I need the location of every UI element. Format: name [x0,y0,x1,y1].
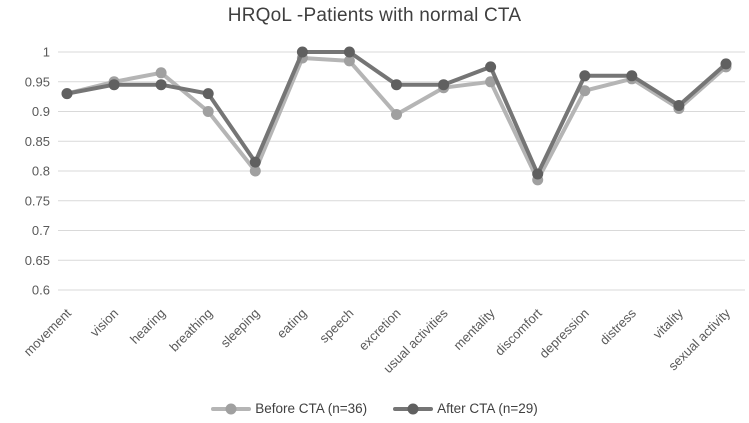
data-point-s0-hearing [155,67,167,79]
y-tick-label-0.7: 0.7 [32,223,50,238]
y-tick-label-0.9: 0.9 [32,104,50,119]
y-tick-label-0.95: 0.95 [25,74,50,89]
data-point-s1-speech [343,46,355,58]
y-tick-label-0.65: 0.65 [25,253,50,268]
x-category-label-excretion: excretion [356,306,404,354]
data-point-s0-sleeping [249,165,261,177]
data-point-s1-vitality [673,100,685,111]
data-point-s1-depression [579,70,591,82]
data-point-s1-excretion [391,79,402,91]
legend-label-before: Before CTA (n=36) [255,401,368,416]
y-tick-label-1: 1 [43,45,50,60]
data-point-s1-discomfort [532,168,544,180]
data-point-s1-breathing [202,88,214,100]
y-tick-label-0.75: 0.75 [25,193,50,208]
x-category-label-vision: vision [87,306,121,340]
data-point-s1-mentality [485,61,497,73]
data-point-s1-usual-activities [438,79,450,91]
x-category-label-depression: depression [536,306,592,362]
chart-legend: Before CTA (n=36) After CTA (n=29) [0,401,749,416]
data-point-s0-depression [579,85,591,97]
x-category-label-sleeping: sleeping [218,306,263,351]
legend-item-before-cta: Before CTA (n=36) [211,401,367,416]
data-point-s1-sexual-activity [720,58,732,70]
chart-title: HRQoL -Patients with normal CTA [227,5,522,26]
data-point-s1-hearing [155,79,167,91]
legend-marker-dot-after [407,403,419,414]
data-point-s0-excretion [391,109,402,120]
data-point-s0-speech [343,55,355,67]
data-point-s1-movement [61,88,73,100]
data-point-s0-mentality [485,76,497,88]
y-tick-label-0.85: 0.85 [25,134,50,149]
data-point-s1-sleeping [249,156,261,168]
x-category-label-distress: distress [597,305,640,348]
data-point-s0-breathing [202,106,214,117]
x-category-label-movement: movement [21,305,75,359]
y-tick-label-0.8: 0.8 [32,164,50,179]
data-point-s1-eating [296,46,308,58]
data-point-s1-distress [626,70,638,82]
x-category-label-speech: speech [316,306,356,346]
legend-label-after: After CTA (n=29) [437,401,538,416]
x-category-label-vitality: vitality [650,305,686,341]
x-category-label-breathing: breathing [166,306,215,355]
x-category-label-mentality: mentality [450,305,498,353]
data-point-s1-vision [108,79,120,91]
legend-marker-dot-before [225,403,237,414]
x-category-label-eating: eating [274,306,310,342]
legend-item-after-cta: After CTA (n=29) [393,401,538,416]
x-category-label-hearing: hearing [127,306,168,347]
y-tick-label-0.6: 0.6 [32,283,50,298]
legend-line-swatch-after [393,403,434,414]
legend-line-swatch-before [211,403,252,414]
